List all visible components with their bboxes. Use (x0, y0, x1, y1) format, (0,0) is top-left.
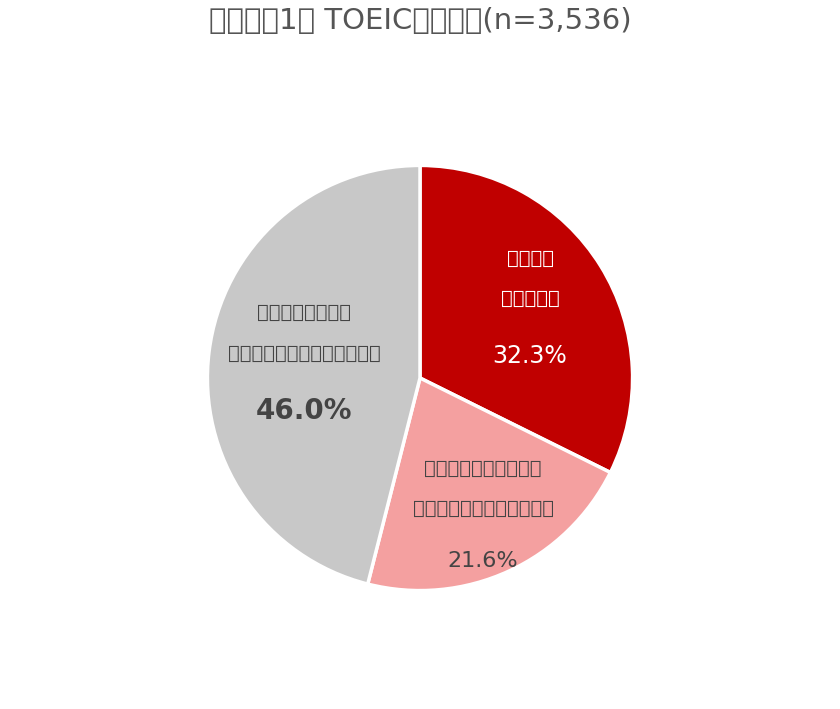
Wedge shape (368, 378, 611, 591)
Title: ＜グラフ1＞ TOEIC学習経験(n=3,536): ＜グラフ1＞ TOEIC学習経験(n=3,536) (208, 7, 632, 35)
Text: 過去学習していたが、目標を: 過去学習していたが、目標を (228, 344, 381, 362)
Text: 32.3%: 32.3% (493, 345, 568, 368)
Text: 達成できずやめた: 達成できずやめた (257, 303, 351, 323)
Text: 過去学習していたが、目標: 過去学習していたが、目標 (412, 499, 554, 518)
Text: 現在も学習: 現在も学習 (501, 289, 559, 308)
Wedge shape (207, 165, 420, 584)
Text: している: している (507, 249, 554, 268)
Text: 21.6%: 21.6% (448, 551, 518, 571)
Text: を達成したのでやめた: を達成したのでやめた (424, 459, 542, 478)
Text: 46.0%: 46.0% (256, 397, 353, 425)
Wedge shape (420, 165, 633, 472)
